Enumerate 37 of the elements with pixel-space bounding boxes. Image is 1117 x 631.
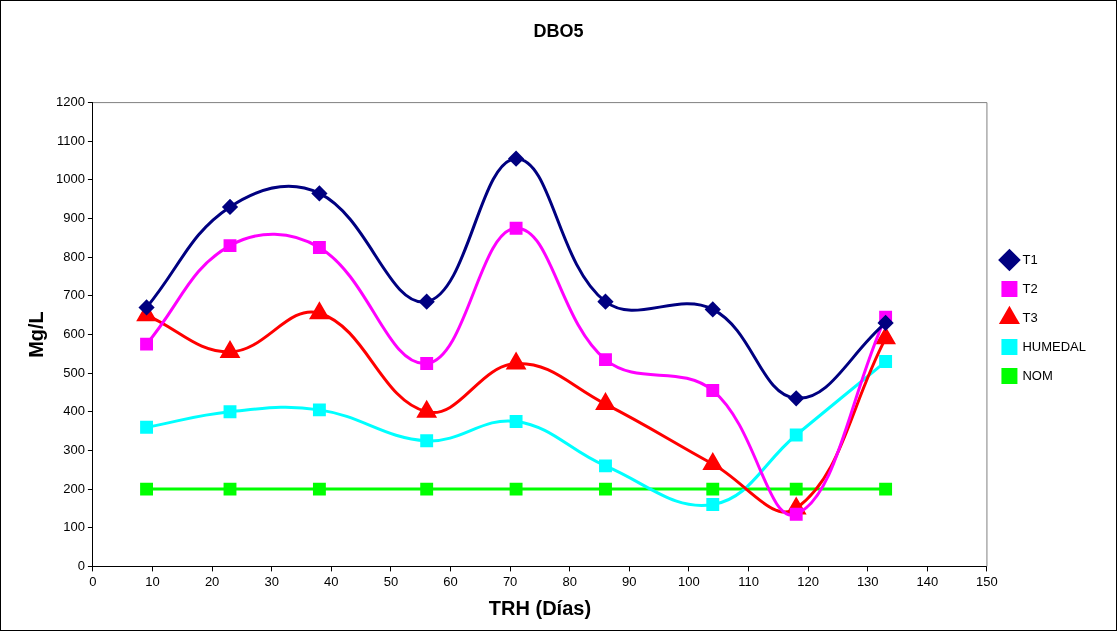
legend-label: T3 xyxy=(1022,309,1038,325)
x-tick-label: 0 xyxy=(89,573,97,589)
x-tick-label: 70 xyxy=(502,573,518,589)
x-tick-label: 120 xyxy=(797,573,819,589)
x-tick-label: 140 xyxy=(916,573,939,589)
x-tick-label: 100 xyxy=(678,573,700,589)
x-tick-label: 90 xyxy=(622,573,637,589)
chart-title: DBO5 xyxy=(533,20,584,41)
y-tick-label: 100 xyxy=(63,519,85,535)
y-tick-label: 400 xyxy=(63,403,85,419)
x-tick-label: 130 xyxy=(856,573,879,589)
x-tick-label: 150 xyxy=(976,573,998,589)
y-tick-label: 800 xyxy=(63,248,85,264)
x-tick-label: 20 xyxy=(204,573,220,589)
x-tick-label: 10 xyxy=(145,573,160,589)
x-axis-title: TRH (Días) xyxy=(488,596,592,619)
y-tick-label: 200 xyxy=(63,480,85,496)
y-axis-title: Mg/L xyxy=(24,311,47,358)
y-tick-label: 1200 xyxy=(56,94,85,110)
x-tick-label: 50 xyxy=(383,573,399,589)
y-tick-label: 300 xyxy=(63,442,85,458)
legend-label: T2 xyxy=(1022,280,1038,296)
y-tick-label: 900 xyxy=(63,210,85,226)
x-tick-label: 80 xyxy=(562,573,577,589)
legend-label: T1 xyxy=(1022,251,1038,267)
x-tick-label: 110 xyxy=(738,573,759,589)
y-tick-label: 1000 xyxy=(56,171,85,187)
y-tick-label: 700 xyxy=(63,287,85,303)
y-tick-label: 500 xyxy=(63,364,85,380)
y-tick-label: 600 xyxy=(63,326,85,342)
x-tick-label: 60 xyxy=(443,573,458,589)
x-tick-label: 40 xyxy=(324,573,339,589)
y-tick-label: 0 xyxy=(77,557,85,573)
x-tick-label: 30 xyxy=(264,573,279,589)
y-tick-label: 1100 xyxy=(56,132,85,148)
legend-label: NOM xyxy=(1022,367,1053,383)
legend-label: HUMEDAL xyxy=(1022,338,1087,354)
